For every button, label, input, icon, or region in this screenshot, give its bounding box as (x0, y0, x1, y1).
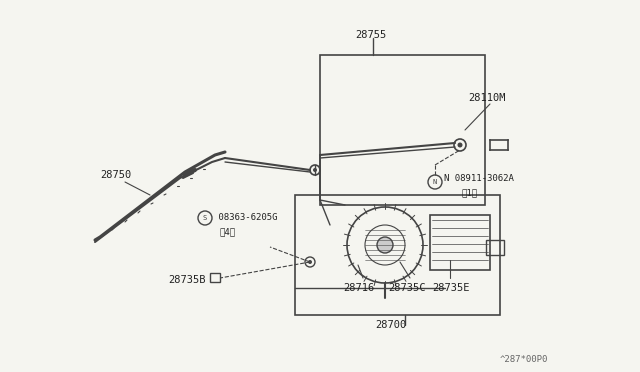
Text: 28735B: 28735B (168, 275, 205, 285)
Bar (320, 55, 485, 205)
Text: 08363-6205G: 08363-6205G (213, 212, 278, 221)
Text: （4）: （4） (220, 228, 236, 237)
Text: 28716: 28716 (343, 283, 374, 293)
Circle shape (308, 260, 312, 264)
Bar (430, 215, 490, 270)
Circle shape (313, 168, 317, 172)
Text: ^287*00P0: ^287*00P0 (500, 356, 548, 365)
Text: 28735C: 28735C (388, 283, 426, 293)
Text: （1）: （1） (462, 189, 478, 198)
Text: 28750: 28750 (100, 170, 131, 180)
Bar (295, 195, 500, 315)
Bar (210, 273, 220, 282)
Bar (486, 240, 504, 255)
Text: N: N (433, 179, 437, 185)
Text: 28700: 28700 (375, 320, 406, 330)
Text: 28110M: 28110M (468, 93, 506, 103)
Circle shape (377, 237, 393, 253)
Text: 28755: 28755 (355, 30, 387, 40)
Circle shape (458, 142, 463, 148)
Text: N 08911-3062A: N 08911-3062A (444, 173, 514, 183)
Text: 28735E: 28735E (432, 283, 470, 293)
Text: S: S (203, 215, 207, 221)
